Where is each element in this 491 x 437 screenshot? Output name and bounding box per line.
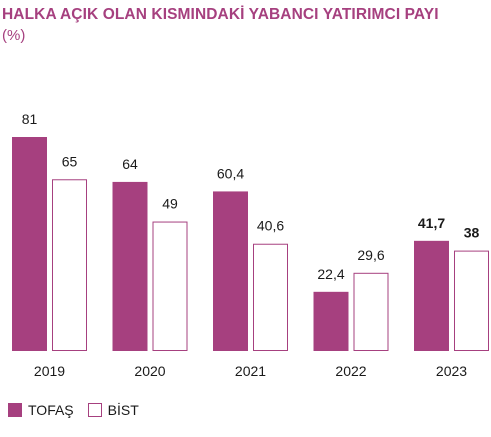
bar-bist-2022 [353, 272, 389, 351]
label-bist-2023: 38 [464, 225, 480, 241]
legend-label-tofas: TOFAŞ [28, 402, 74, 418]
label-bist-2021: 40,6 [257, 218, 284, 234]
legend-swatch-bist [87, 403, 102, 417]
legend-item-bist: BİST [87, 402, 139, 418]
bar-tofas-2019 [12, 137, 47, 351]
bar-tofas-2021 [213, 191, 248, 351]
bar-bist-2020 [152, 221, 188, 351]
bar-bist-2019 [52, 179, 87, 351]
label-bist-2020: 49 [162, 196, 178, 212]
x-tick-2021: 2021 [235, 363, 266, 379]
label-tofas-2021: 60,4 [217, 165, 244, 181]
chart-subtitle: (%) [2, 27, 26, 44]
bar-tofas-2020 [112, 181, 148, 351]
x-tick-2020: 2020 [134, 363, 165, 379]
label-tofas-2019: 81 [22, 111, 38, 127]
label-tofas-2023: 41,7 [418, 215, 445, 231]
legend-label-bist: BİST [107, 402, 139, 418]
x-tick-2019: 2019 [34, 363, 65, 379]
bar-bist-2023 [454, 250, 489, 351]
label-bist-2019: 65 [62, 153, 78, 169]
legend-item-tofas: TOFAŞ [8, 402, 74, 418]
bar-tofas-2022 [313, 291, 349, 351]
bar-tofas-2023 [414, 240, 449, 351]
label-tofas-2022: 22,4 [317, 266, 344, 282]
bar-bist-2021 [253, 243, 288, 352]
legend: TOFAŞ BİST [8, 402, 153, 418]
chart-title: HALKA AÇIK OLAN KISMINDAKİ YABANCI YATIR… [2, 6, 439, 23]
label-tofas-2020: 64 [122, 156, 138, 172]
x-tick-2022: 2022 [335, 363, 366, 379]
label-bist-2022: 29,6 [357, 247, 384, 263]
legend-swatch-tofas [8, 403, 22, 417]
x-tick-2023: 2023 [436, 363, 467, 379]
